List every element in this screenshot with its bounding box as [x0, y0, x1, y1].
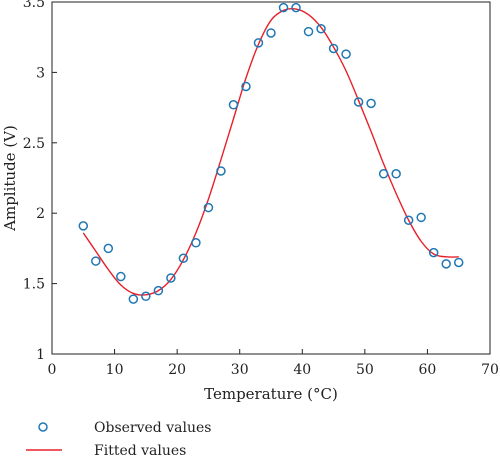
y-tick-label: 3.5: [23, 0, 45, 11]
observed-point: [278, 2, 289, 13]
observed-point: [178, 253, 189, 264]
observed-point: [378, 169, 389, 179]
legend: Observed values Fitted values: [26, 420, 211, 459]
observed-point: [341, 49, 351, 59]
observed-points: [78, 2, 464, 304]
legend-observed-marker: [38, 422, 48, 432]
x-tick-label: 50: [356, 362, 374, 378]
y-tick-label: 2: [36, 206, 45, 222]
observed-point: [316, 24, 326, 34]
observed-point: [291, 2, 301, 13]
y-tick-label: 1.5: [23, 277, 45, 293]
x-axis: 0 10 20 30 40 50 60 70: [48, 349, 499, 378]
y-axis: 1 1.5 2 2.5 3 3.5: [23, 0, 57, 363]
x-tick-label: 70: [481, 362, 499, 378]
observed-point: [453, 257, 464, 268]
observed-point: [253, 38, 264, 48]
observed-point: [203, 202, 214, 213]
observed-point: [266, 28, 276, 38]
observed-point: [428, 247, 439, 258]
y-axis-title: Amplitude (V): [1, 125, 19, 232]
x-tick-label: 40: [293, 362, 311, 378]
y-tick-label: 1: [36, 347, 45, 363]
observed-point: [103, 243, 114, 254]
x-tick-label: 30: [231, 362, 249, 378]
observed-point: [191, 238, 201, 248]
observed-point: [228, 100, 239, 110]
y-tick-label: 3: [36, 65, 45, 81]
observed-point: [416, 212, 426, 223]
x-axis-title: Temperature (°C): [204, 385, 338, 403]
x-tick-label: 0: [48, 362, 57, 378]
observed-point: [216, 166, 226, 176]
fitted-values-line: [82, 7, 459, 296]
y-tick-label: 2.5: [23, 136, 45, 152]
observed-point: [116, 271, 126, 282]
observed-point: [403, 215, 414, 225]
observed-point: [366, 98, 376, 109]
observed-point: [391, 169, 401, 179]
legend-fitted-label: Fitted values: [94, 443, 186, 459]
observed-point: [141, 291, 151, 302]
observed-point: [91, 256, 101, 266]
observed-point: [441, 259, 451, 269]
x-tick-label: 60: [419, 362, 437, 378]
observed-point: [153, 285, 164, 296]
observed-point: [166, 273, 176, 283]
plot-frame: [51, 1, 491, 355]
observed-point: [353, 97, 364, 107]
observed-point: [303, 26, 314, 37]
observed-point: [328, 43, 339, 54]
observed-point: [128, 294, 139, 304]
legend-observed-label: Observed values: [94, 420, 211, 436]
observed-point: [241, 81, 251, 92]
x-tick-label: 10: [106, 362, 124, 378]
x-tick-label: 20: [168, 362, 186, 378]
observed-point: [78, 221, 89, 231]
